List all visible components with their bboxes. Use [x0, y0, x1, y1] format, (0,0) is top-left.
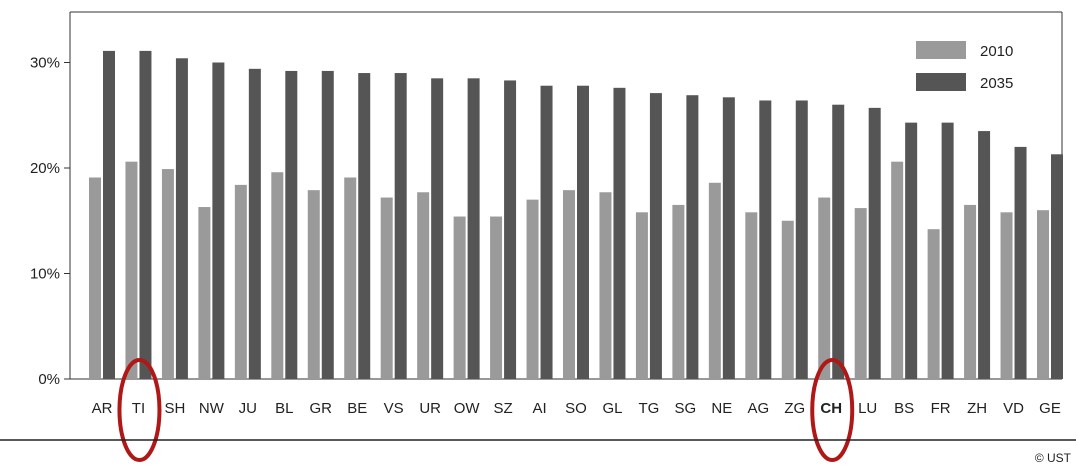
x-category-label: BS	[894, 400, 914, 417]
bar-2010	[271, 172, 284, 379]
legend-label-2035: 2035	[980, 75, 1013, 92]
highlight-ellipse-ti	[117, 358, 162, 462]
legend-swatch-2010	[916, 41, 966, 59]
bar-2035	[649, 93, 662, 379]
x-category-label: SO	[565, 400, 587, 417]
bar-2035	[431, 78, 444, 379]
bar-2035	[759, 100, 772, 379]
bar-2010	[1000, 212, 1013, 379]
bar-2010	[599, 192, 612, 379]
bar-2035	[613, 87, 626, 379]
x-category-label: CH	[820, 400, 842, 417]
x-category-label: GR	[310, 400, 333, 417]
x-category-label: BE	[347, 400, 367, 417]
bar-2035	[941, 122, 954, 379]
bar-2035	[905, 122, 918, 379]
bar-2010	[490, 216, 503, 379]
bar-2035	[212, 62, 225, 379]
x-category-label: AG	[747, 400, 769, 417]
y-tick-label: 0%	[38, 371, 60, 388]
bar-2035	[139, 50, 152, 380]
bar-2035	[686, 95, 699, 379]
bar-2010	[672, 204, 685, 379]
x-category-label: UR	[419, 400, 441, 417]
bar-2010	[818, 197, 831, 379]
bar-2010	[781, 220, 794, 379]
bar-2035	[175, 58, 188, 379]
bar-2035	[1014, 146, 1027, 379]
x-category-label: NE	[711, 400, 732, 417]
bar-2010	[526, 199, 539, 379]
bar-2010	[563, 190, 575, 379]
bar-2010	[234, 184, 247, 379]
y-tick-label: 30%	[30, 55, 60, 72]
bar-2010	[1037, 210, 1049, 379]
x-category-label: OW	[454, 400, 481, 417]
x-category-label: BL	[275, 400, 293, 417]
bar-2010	[745, 212, 758, 379]
bar-2035	[540, 85, 553, 380]
bar-2010	[161, 169, 174, 379]
bar-2010	[417, 192, 430, 379]
bar-2010	[89, 177, 101, 379]
x-category-label: GE	[1039, 400, 1061, 417]
x-category-label: JU	[239, 400, 257, 417]
bar-2035	[248, 68, 261, 379]
bar-2010	[307, 190, 320, 379]
bar-2010	[344, 177, 357, 379]
x-category-label: SG	[675, 400, 697, 417]
bar-2035	[832, 104, 845, 379]
bar-2010	[453, 216, 466, 379]
bar-2035	[795, 100, 808, 379]
bar-2035	[467, 78, 480, 379]
y-tick-label: 10%	[30, 266, 60, 283]
bar-2035	[321, 70, 334, 379]
x-category-label: NW	[199, 400, 225, 417]
x-category-labels: AR TI SH NW JU BL GR BE VS UR OW SZ AI SO GL TG SG NE AG ZG…	[92, 400, 1061, 417]
legend-label-2010: 2010	[980, 43, 1013, 60]
x-category-label: VD	[1003, 400, 1024, 417]
x-category-label: LU	[858, 400, 877, 417]
x-category-label: SH	[165, 400, 186, 417]
highlight-ellipse-ch	[810, 358, 855, 462]
bar-2010	[891, 161, 904, 379]
x-category-label: ZH	[967, 400, 987, 417]
bar-2010	[198, 207, 211, 379]
bar-2035	[577, 85, 589, 380]
y-tick-label: 20%	[30, 160, 60, 177]
x-category-label: TI	[132, 400, 145, 417]
x-category-label: TG	[639, 400, 660, 417]
bar-2010	[854, 208, 867, 379]
x-category-label: VS	[384, 400, 404, 417]
bar-2035	[358, 73, 371, 380]
x-category-label: GL	[602, 400, 622, 417]
y-tick-labels: 0% 10% 20% 30%	[30, 55, 60, 389]
x-category-label: AI	[532, 400, 546, 417]
bar-2035	[868, 107, 881, 380]
bar-2010	[964, 204, 977, 379]
bar-2035	[394, 73, 407, 380]
bar-2035	[285, 70, 298, 379]
bar-2035	[504, 80, 517, 379]
credit-label: © UST	[1035, 451, 1072, 465]
legend: 2010 2035	[916, 41, 1013, 92]
bar-2010	[125, 161, 138, 379]
legend-swatch-2035	[916, 73, 966, 91]
chart-bars	[89, 50, 1063, 380]
bar-2035	[1051, 154, 1063, 379]
x-category-label: SZ	[493, 400, 512, 417]
bar-2035	[103, 50, 115, 380]
x-category-label: FR	[931, 400, 951, 417]
x-category-label: ZG	[784, 400, 805, 417]
bar-2010	[380, 197, 393, 379]
x-category-label: AR	[92, 400, 113, 417]
bar-2035	[722, 97, 735, 379]
bar-2010	[635, 212, 648, 379]
highlight-circles	[117, 358, 855, 462]
bar-2010	[927, 229, 940, 379]
bar-2035	[978, 131, 991, 379]
bar-2010	[708, 182, 721, 379]
